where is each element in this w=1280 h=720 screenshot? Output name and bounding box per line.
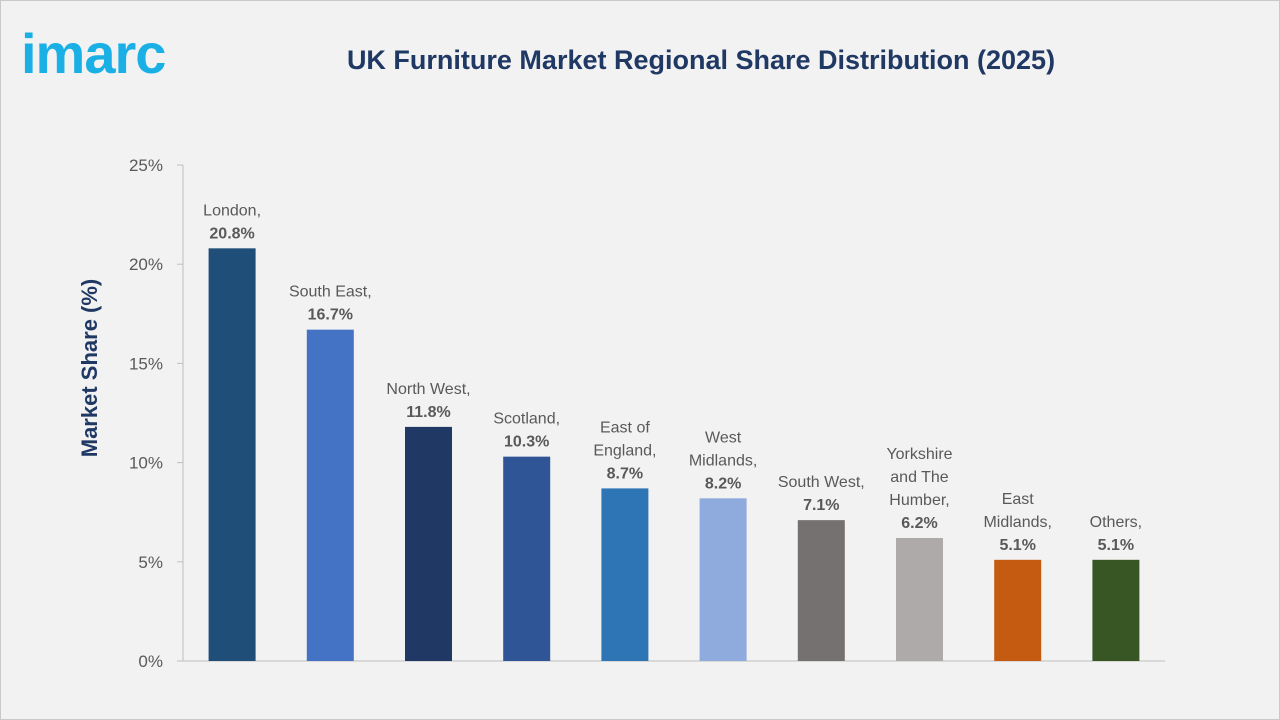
data-label: 8.2% [705,475,741,492]
data-label: Humber, [889,492,949,509]
data-label: Scotland, [493,411,560,428]
data-label: 20.8% [209,225,254,242]
y-axis-title: Market Share (%) [77,279,102,458]
data-label: Midlands, [689,452,757,469]
data-label: South East, [289,284,372,301]
data-label: 5.1% [1098,537,1134,554]
bar [503,456,551,661]
bar [699,498,747,661]
data-label: 6.2% [901,515,937,532]
data-label: South West, [778,474,865,491]
y-tick-label: 0% [138,652,163,671]
data-label: North West, [386,381,470,398]
data-label: Others, [1090,514,1142,531]
imarc-logo: imarc [21,22,166,85]
data-label: 11.8% [406,404,450,421]
data-label: and The [890,469,949,486]
data-label: 5.1% [999,537,1035,554]
chart-title: UK Furniture Market Regional Share Distr… [346,45,1056,75]
y-tick-label: 15% [129,354,163,373]
bar [306,329,354,661]
data-label: 16.7% [308,307,353,324]
bar [896,537,943,661]
y-tick-label: 5% [138,553,163,572]
logo-text: imarc [21,22,165,85]
bar [405,426,452,661]
data-label: London, [203,202,261,219]
data-label: East [1002,491,1035,508]
bar [797,520,845,661]
data-label: 10.3% [504,434,549,451]
y-tick-label: 10% [129,454,163,473]
bar [601,488,649,661]
bar [1092,559,1140,661]
y-tick-label: 20% [129,255,163,274]
data-label: West [705,429,742,446]
data-label: East of [600,419,650,436]
data-label: 8.7% [607,465,643,482]
data-label: Midlands, [983,514,1051,531]
data-label: Yorkshire [886,446,952,463]
data-label: England, [593,442,656,459]
bar [208,248,256,661]
data-label: 7.1% [803,497,839,514]
bar [994,559,1042,661]
y-tick-label: 25% [129,156,163,175]
